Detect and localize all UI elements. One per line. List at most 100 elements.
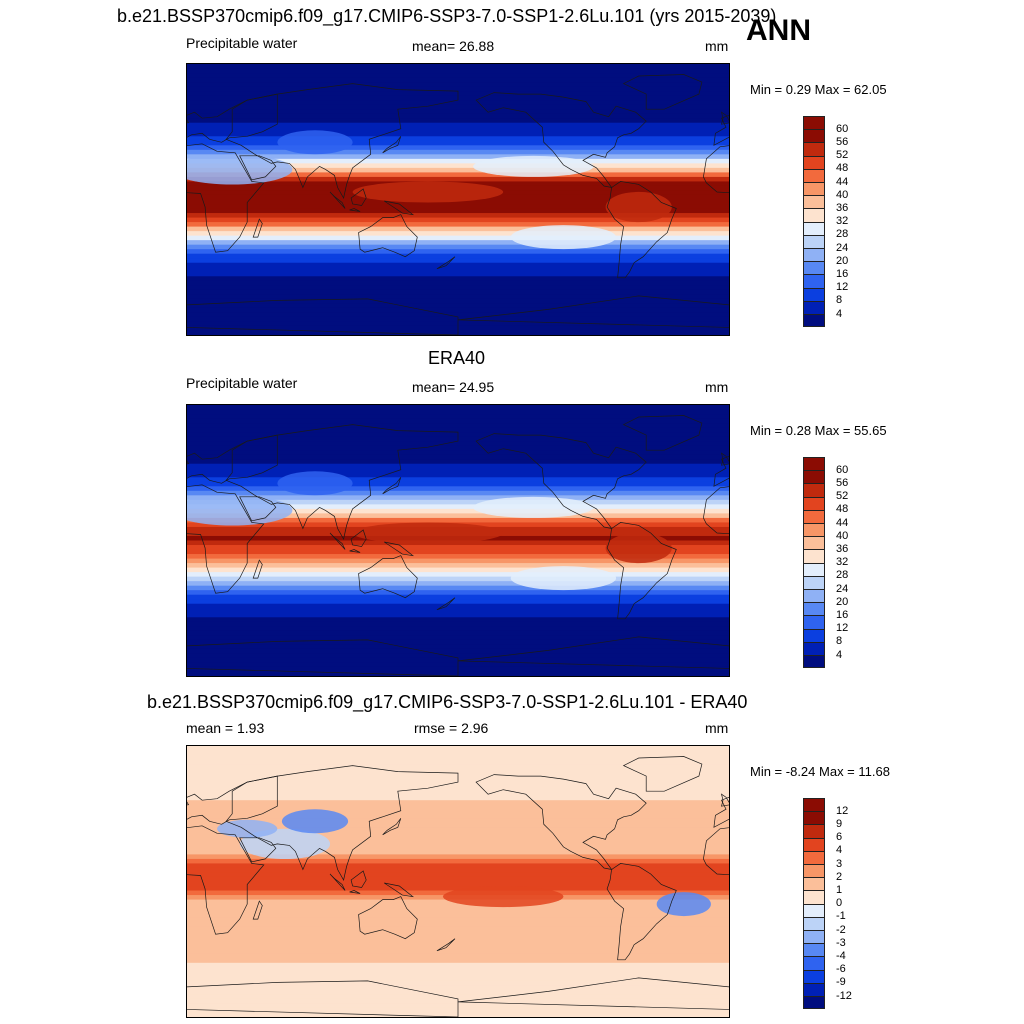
field-band xyxy=(187,962,729,968)
field-band xyxy=(187,585,729,591)
coastline xyxy=(225,765,459,881)
colorbar-swatch xyxy=(803,916,825,930)
coastline xyxy=(384,200,415,216)
colorbar-swatch xyxy=(803,470,825,484)
field-feature xyxy=(352,181,504,203)
coastline xyxy=(457,977,729,1010)
field-band xyxy=(187,64,729,70)
field-band xyxy=(187,167,729,173)
colorbar-swatch xyxy=(803,837,825,851)
field-band xyxy=(187,454,729,460)
field-feature xyxy=(510,225,617,250)
field-band xyxy=(187,294,729,300)
colorbar-tick-label: 48 xyxy=(836,503,849,516)
panel-1-minmax: Min = 0.29 Max = 62.05 xyxy=(750,82,887,97)
colorbar-swatch xyxy=(803,641,825,655)
coastline xyxy=(457,295,729,328)
field-band xyxy=(187,486,729,492)
coastline xyxy=(622,756,703,792)
colorbar-tick-label: 3 xyxy=(836,857,843,870)
colorbar-swatch xyxy=(803,562,825,576)
coastline xyxy=(384,541,415,557)
coastline xyxy=(622,415,703,451)
coastline xyxy=(350,188,367,206)
field-band xyxy=(187,298,729,304)
field-band xyxy=(187,122,729,128)
field-band xyxy=(187,409,729,415)
coastline xyxy=(239,837,277,863)
field-band xyxy=(187,572,729,578)
field-band xyxy=(187,240,729,246)
field-band xyxy=(187,608,729,614)
colorbar-swatch xyxy=(803,274,825,288)
field-band xyxy=(187,863,729,869)
main-title: b.e21.BSSP370cmip6.f09_g17.CMIP6-SSP3-7.… xyxy=(117,6,777,26)
field-band xyxy=(187,931,729,937)
colorbar-tick-label: 9 xyxy=(836,817,843,830)
field-band xyxy=(187,540,729,546)
field-band xyxy=(187,481,729,487)
colorbar-swatch xyxy=(803,996,825,1010)
field-band xyxy=(187,958,729,964)
field-band xyxy=(187,113,729,119)
colorbar-tick-label: 36 xyxy=(836,542,849,555)
panel-3-map xyxy=(186,745,730,1018)
coastline xyxy=(252,900,263,920)
coastline xyxy=(350,529,367,547)
field-band xyxy=(187,630,729,636)
panel-2-map xyxy=(186,404,730,677)
coastline xyxy=(713,796,729,828)
field-band xyxy=(187,967,729,973)
colorbar-tick-label: 12 xyxy=(836,281,849,294)
field-band xyxy=(187,800,729,806)
field-band xyxy=(187,782,729,788)
coastline xyxy=(358,896,418,940)
field-band xyxy=(187,231,729,237)
coastline xyxy=(349,208,361,212)
colorbar-swatch xyxy=(803,155,825,169)
panel-3-minmax: Min = -8.24 Max = 11.68 xyxy=(750,764,890,779)
field-band xyxy=(187,818,729,824)
panel-2-variable-label: Precipitable water xyxy=(186,375,298,391)
field-band xyxy=(187,976,729,982)
field-band xyxy=(187,149,729,155)
coastline xyxy=(436,597,456,611)
colorbar-swatch xyxy=(803,523,825,537)
field-band xyxy=(187,140,729,146)
colorbar-tick-label: 40 xyxy=(836,529,849,542)
field-band xyxy=(187,971,729,977)
colorbar-tick-label: 56 xyxy=(836,135,849,148)
colorbar-swatch xyxy=(803,483,825,497)
colorbar-swatch xyxy=(803,982,825,996)
field-band xyxy=(187,154,729,160)
field-feature xyxy=(187,154,293,185)
colorbar-swatch xyxy=(803,168,825,182)
field-band xyxy=(187,904,729,910)
field-band xyxy=(187,648,729,655)
field-band xyxy=(187,131,729,137)
colorbar-swatch xyxy=(803,287,825,301)
field-band xyxy=(187,68,729,74)
field-band xyxy=(187,262,729,268)
colorbar-swatch xyxy=(803,850,825,864)
field-feature xyxy=(277,471,353,496)
field-band xyxy=(187,872,729,878)
coastline xyxy=(239,496,277,522)
field-band xyxy=(187,755,729,761)
field-band xyxy=(187,450,729,456)
coastline xyxy=(358,214,418,258)
colorbar-tick-label: 40 xyxy=(836,188,849,201)
field-band xyxy=(187,136,729,142)
field-feature xyxy=(510,566,617,591)
field-feature xyxy=(443,886,564,908)
field-band xyxy=(187,804,729,810)
field-band xyxy=(187,940,729,946)
panel-2-title: ERA40 xyxy=(428,348,486,368)
field-band xyxy=(187,567,729,573)
coastline xyxy=(252,559,263,579)
colorbar-tick-label: 4 xyxy=(836,844,843,857)
field-band xyxy=(187,459,729,465)
coastline xyxy=(349,549,361,553)
colorbar-tick-label: 8 xyxy=(836,294,843,307)
colorbar-swatch xyxy=(803,549,825,563)
